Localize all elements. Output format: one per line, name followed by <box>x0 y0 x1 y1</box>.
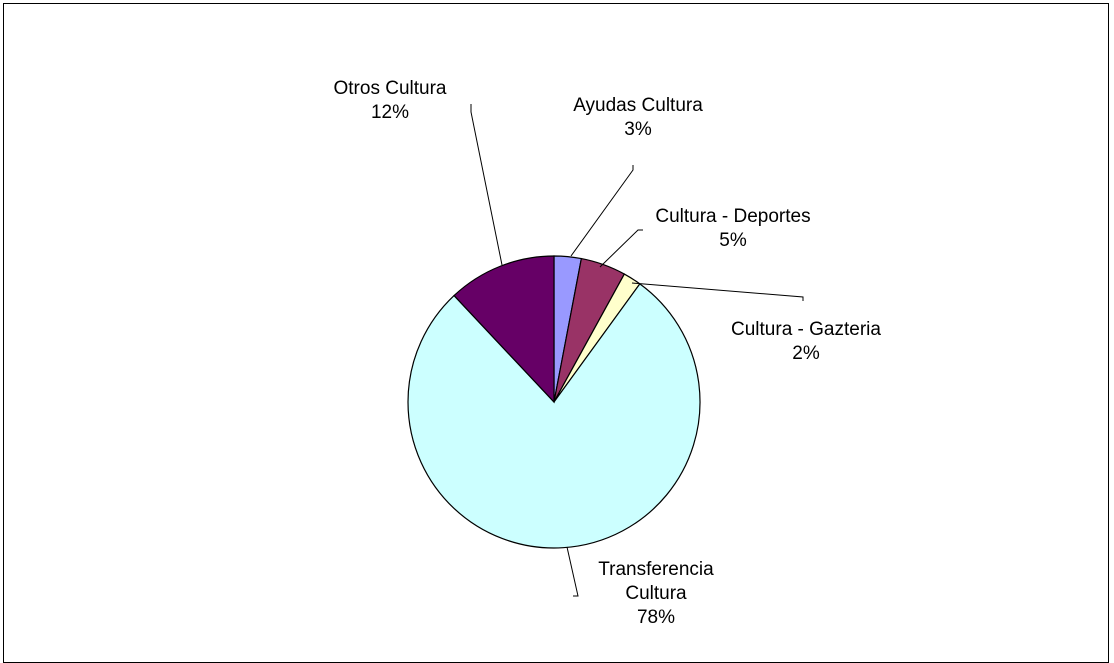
leader-line <box>470 104 503 266</box>
data-label: Cultura - Gazteria 2% <box>731 319 881 364</box>
pie-slices <box>407 255 701 549</box>
data-label-percent: 2% <box>792 343 820 364</box>
data-labels: Ayudas Cultura 3%Cultura - Deportes 5%Cult… <box>334 78 882 628</box>
data-label: Cultura - Deportes 5% <box>655 206 810 251</box>
leader-line <box>566 546 579 597</box>
data-label-name: Otros Cultura <box>334 78 447 99</box>
data-label-name: Ayudas Cultura <box>573 95 703 116</box>
data-label: Otros Cultura 12% <box>334 78 447 123</box>
data-label-name: Transferencia <box>598 559 714 580</box>
leader-lines <box>470 104 804 597</box>
data-label: Ayudas Cultura 3% <box>573 95 703 140</box>
leader-line <box>599 229 643 268</box>
data-label-percent: 78% <box>637 607 675 628</box>
pie-slice-transferencia-cultura <box>407 283 701 549</box>
data-label-name: Cultura <box>625 583 687 604</box>
data-label: Transferencia Cultura 78% <box>598 559 714 628</box>
data-label-percent: 5% <box>719 230 747 251</box>
data-label-percent: 12% <box>371 102 409 123</box>
leader-line <box>570 165 634 257</box>
data-label-percent: 3% <box>624 119 652 140</box>
data-label-name: Cultura - Gazteria <box>731 319 881 340</box>
data-label-name: Cultura - Deportes <box>655 206 810 227</box>
leader-line <box>631 282 804 301</box>
pie-slice-otros-cultura <box>453 255 555 404</box>
